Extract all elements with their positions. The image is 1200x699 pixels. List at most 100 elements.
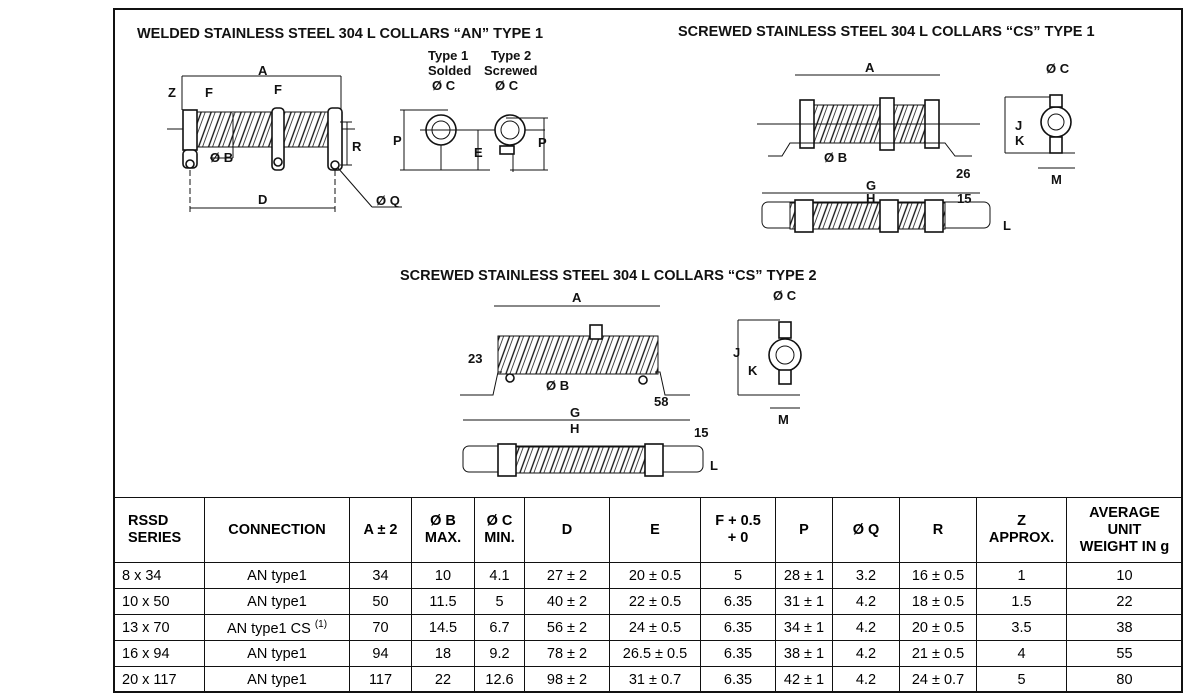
table-cell: 26.5 ± 0.5 [609, 640, 701, 667]
cell-text: 22 ± 0.5 [628, 593, 682, 610]
table-cell: 12.6 [474, 666, 525, 693]
table-cell: 31 ± 0.7 [609, 666, 701, 693]
cell-text: 27 ± 2 [546, 567, 588, 584]
cell-text: 18 [434, 645, 452, 662]
dim-a: A [258, 63, 268, 78]
cell-text: 20 ± 0.5 [628, 567, 682, 584]
table-cell: 8 x 34 [113, 562, 205, 589]
cs2-dim-j: J [733, 345, 740, 360]
column-header-text: R [932, 521, 944, 538]
column-header: A ± 2 [349, 497, 412, 563]
cell-text: 6.35 [723, 593, 753, 610]
column-header-text: CONNECTION [228, 521, 326, 538]
cell-text: 70 [372, 619, 389, 636]
cs-type1-drawing: SCREWED STAINLESS STEEL 304 L COLLARS “C… [678, 24, 1095, 233]
table-cell: 4.2 [832, 588, 900, 615]
cs1-dim-26: 26 [956, 166, 970, 181]
cell-text: 20 ± 0.5 [911, 619, 965, 636]
cell-text: 9.2 [489, 645, 510, 662]
cell-text: AN type1 CS [226, 620, 311, 637]
cs2-dim-15: 15 [694, 425, 708, 440]
cell-text: 18 ± 0.5 [911, 593, 965, 610]
table-cell: 3.5 [976, 614, 1067, 641]
cs2-dim-m: M [778, 412, 789, 427]
table-cell: 16 ± 0.5 [899, 562, 977, 589]
table-cell: 5 [700, 562, 776, 589]
cs2-dim-k: K [748, 363, 758, 378]
table-cell: AN type1 [204, 562, 350, 589]
dim-c: Ø C [432, 78, 456, 93]
dim-f: F [205, 85, 213, 100]
cell-text: 21 ± 0.5 [911, 645, 965, 662]
column-header-text: APPROX. [988, 530, 1055, 546]
dim-z: Z [168, 85, 176, 100]
column-header: D [524, 497, 610, 563]
cell-text: AN type1 [247, 567, 307, 584]
cell-text: 4.1 [489, 567, 510, 584]
cell-text: 55 [1116, 645, 1133, 662]
table-cell: 6.7 [474, 614, 525, 641]
dim-p-2: P [538, 135, 547, 150]
dim-q: Ø Q [376, 193, 400, 208]
table-cell: 34 ± 1 [775, 614, 833, 641]
cell-text: 78 ± 2 [546, 645, 588, 662]
column-header-text: F + 0.5 [715, 513, 761, 529]
cell-text: 10 x 50 [122, 593, 170, 610]
cell-text: 3.5 [1011, 619, 1032, 636]
cell-text: 4.2 [855, 671, 877, 688]
cell-text: 26.5 ± 0.5 [622, 645, 688, 662]
dim-b: Ø B [210, 150, 233, 165]
cell-text: 80 [1116, 671, 1133, 688]
type1-label: Type 1 [428, 48, 468, 63]
table-cell: 50 [349, 588, 412, 615]
cell-text: 22 [434, 671, 452, 688]
column-header-text: RSSD [128, 513, 169, 529]
cell-text: 31 ± 0.7 [628, 671, 682, 688]
technical-drawings: WELDED STAINLESS STEEL 304 L COLLARS “AN… [137, 24, 1095, 477]
table-cell: 4.2 [832, 614, 900, 641]
cell-text: 38 ± 1 [783, 645, 825, 662]
column-header: Ø C MIN. [474, 497, 525, 563]
cell-text: 40 ± 2 [546, 593, 588, 610]
cell-text: 34 [372, 567, 389, 584]
table-cell: 3.2 [832, 562, 900, 589]
cs1-dim-a: A [865, 60, 875, 75]
column-header: CONNECTION [204, 497, 350, 563]
cell-text: 24 ± 0.5 [628, 619, 682, 636]
type2-label: Type 2 [491, 48, 531, 63]
dim-c-2: Ø C [495, 78, 519, 93]
cell-text: 4.2 [855, 645, 877, 662]
cell-text: 31 ± 1 [783, 593, 825, 610]
cs1-dim-c: Ø C [1046, 61, 1070, 76]
table-row: 10 x 50 AN type1 50 11.5 5 40 ± 2 22 ± 0.5 6.35… [113, 588, 1183, 615]
table-cell: AN type1 [204, 640, 350, 667]
table-cell: 98 ± 2 [524, 666, 610, 693]
table-cell: 18 [411, 640, 475, 667]
table-cell: 4.1 [474, 562, 525, 589]
table-cell: 38 ± 1 [775, 640, 833, 667]
footnote-mark: (1) [314, 618, 328, 630]
cs2-dim-b: Ø B [546, 378, 569, 393]
table-cell: 20 x 117 [113, 666, 205, 693]
cell-text: 8 x 34 [122, 567, 162, 584]
table-cell: 94 [349, 640, 412, 667]
cs1-dim-k: K [1015, 133, 1025, 148]
cs2-dim-58: 58 [654, 394, 668, 409]
table-cell: 22 ± 0.5 [609, 588, 701, 615]
table-cell: 4.2 [832, 640, 900, 667]
table-cell: 20 ± 0.5 [609, 562, 701, 589]
dim-f-2: F [274, 82, 282, 97]
column-header-text: Ø B [430, 513, 456, 529]
cs2-dim-l: L [710, 458, 718, 473]
table-cell: 22 [411, 666, 475, 693]
column-header-text: AVERAGE [1089, 504, 1160, 521]
cell-text: 117 [368, 671, 393, 688]
cell-text: 22 [1116, 593, 1133, 610]
table-cell: AN type1 [204, 588, 350, 615]
cell-text: AN type1 [247, 645, 307, 662]
dim-d: D [258, 192, 267, 207]
type2-sub: Screwed [484, 63, 538, 78]
column-header: RSSD SERIES [113, 497, 205, 563]
table-cell: 22 [1066, 588, 1183, 615]
